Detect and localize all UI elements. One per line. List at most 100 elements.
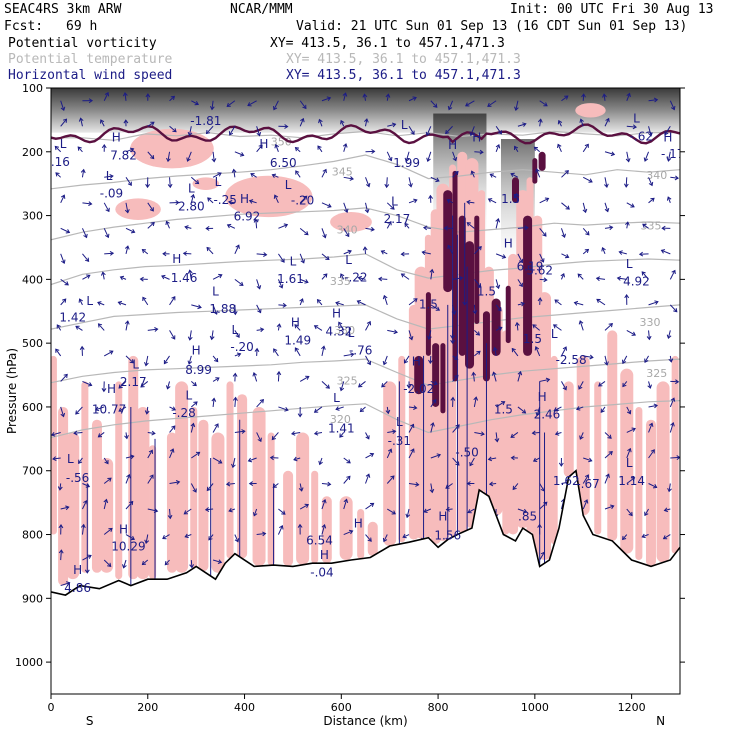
wind-vector — [82, 253, 90, 263]
wind-vector — [495, 218, 501, 229]
wind-vector-head — [452, 156, 458, 162]
wind-vector-shaft — [60, 227, 70, 233]
wind-vector-shaft — [161, 275, 170, 280]
wind-vector-shaft — [408, 298, 418, 306]
wind-vector-head — [129, 359, 134, 364]
wind-vector-shaft — [365, 177, 370, 187]
wind-vector-head — [252, 512, 258, 517]
wind-vector-shaft — [190, 176, 199, 184]
wind-vector — [256, 144, 263, 153]
wind-vector-shaft — [406, 508, 410, 518]
pv-extremum-label: H — [112, 131, 121, 145]
wind-vector-head — [326, 96, 332, 101]
wind-vector-head — [54, 145, 60, 151]
wind-vector-shaft — [299, 298, 304, 306]
wind-vector — [169, 330, 176, 340]
wind-vector-shaft — [580, 119, 584, 127]
wind-vector-shaft — [517, 227, 528, 229]
wind-vector-head — [673, 308, 678, 313]
wind-vector-head — [151, 430, 156, 436]
wind-vector-shaft — [184, 508, 192, 515]
pv-extremum-label: L — [391, 194, 398, 208]
wind-vector-shaft — [188, 126, 192, 136]
wind-vector-shaft — [487, 100, 497, 107]
wind-vector — [377, 276, 388, 282]
wind-vector-shaft — [386, 151, 392, 161]
wind-vector-shaft — [387, 329, 398, 333]
wind-vector-shaft — [118, 301, 127, 306]
wind-vector-head — [413, 198, 418, 204]
wind-vector-shaft — [604, 505, 614, 510]
wind-vector-shaft — [234, 534, 239, 542]
wind-vector-head — [654, 300, 659, 305]
wind-vector-shaft — [60, 253, 65, 264]
wind-vector — [384, 177, 390, 189]
wind-vector-head — [644, 511, 649, 517]
wind-vector-shaft — [256, 126, 261, 136]
pv-fill-region — [489, 304, 503, 516]
wind-vector-head — [247, 102, 252, 107]
wind-vector — [343, 475, 351, 484]
wind-vector — [189, 560, 195, 569]
wind-vector-shaft — [472, 372, 475, 382]
wind-vector-shaft — [644, 151, 650, 162]
wind-vector-shaft — [364, 247, 366, 254]
wind-vector-shaft — [343, 499, 348, 510]
wind-vector — [82, 380, 93, 387]
plot-frame — [50, 87, 681, 695]
wind-vector-head — [537, 297, 543, 302]
wind-vector — [408, 330, 414, 341]
wind-vector-shaft — [125, 501, 134, 510]
wind-vector-head — [294, 146, 300, 152]
wind-vector — [103, 228, 110, 239]
wind-vector — [226, 100, 236, 107]
wind-vector — [52, 456, 61, 462]
wind-vector — [539, 277, 548, 283]
wind-vector — [145, 177, 151, 189]
wind-vector-shaft — [103, 559, 112, 567]
wind-vector-shaft — [641, 271, 649, 280]
wind-vector — [58, 523, 64, 535]
wind-vector-head — [467, 509, 472, 514]
wind-vector-shaft — [272, 174, 279, 178]
wind-vector — [666, 330, 672, 339]
wind-vector-head — [561, 233, 566, 239]
wind-vector-shaft — [430, 380, 438, 385]
wind-vector — [582, 474, 589, 484]
wind-vector — [487, 198, 497, 204]
wind-vector-shaft — [430, 100, 438, 108]
wind-vector — [343, 176, 354, 181]
wind-vector-shaft — [75, 325, 83, 331]
wind-vector-shaft — [447, 199, 453, 204]
wind-vector-head — [653, 97, 659, 103]
wind-vector-shaft — [343, 476, 351, 484]
pv-fill-region — [100, 457, 114, 573]
pv-fill-region — [367, 521, 378, 557]
wind-vector-shaft — [277, 279, 283, 288]
wind-vector-head — [350, 352, 355, 358]
wind-vector-head — [65, 229, 71, 234]
wind-vector — [365, 534, 372, 542]
wind-vector-shaft — [644, 355, 649, 363]
wind-vector-shaft — [554, 299, 562, 306]
wind-vector — [278, 302, 287, 308]
wind-vector — [97, 432, 105, 438]
wind-vector-shaft — [212, 398, 215, 408]
wind-vector-shaft — [517, 302, 525, 306]
wind-vector — [169, 125, 177, 133]
wind-vector-shaft — [596, 299, 606, 306]
wind-vector-head — [55, 172, 60, 177]
wind-vector-head — [86, 274, 91, 279]
wind-vector-shaft — [271, 432, 279, 440]
wind-vector — [404, 222, 410, 229]
wind-vector-head — [356, 300, 361, 305]
wind-vector — [400, 251, 410, 257]
wind-vector-head — [340, 119, 345, 125]
wind-vector — [169, 200, 180, 206]
wind-vector-head — [647, 384, 652, 389]
wind-vector-shaft — [145, 355, 149, 366]
wind-vector-shaft — [275, 144, 279, 152]
wind-vector-head — [211, 397, 217, 402]
wind-vector-head — [584, 248, 590, 254]
wind-vector-head — [631, 427, 636, 432]
